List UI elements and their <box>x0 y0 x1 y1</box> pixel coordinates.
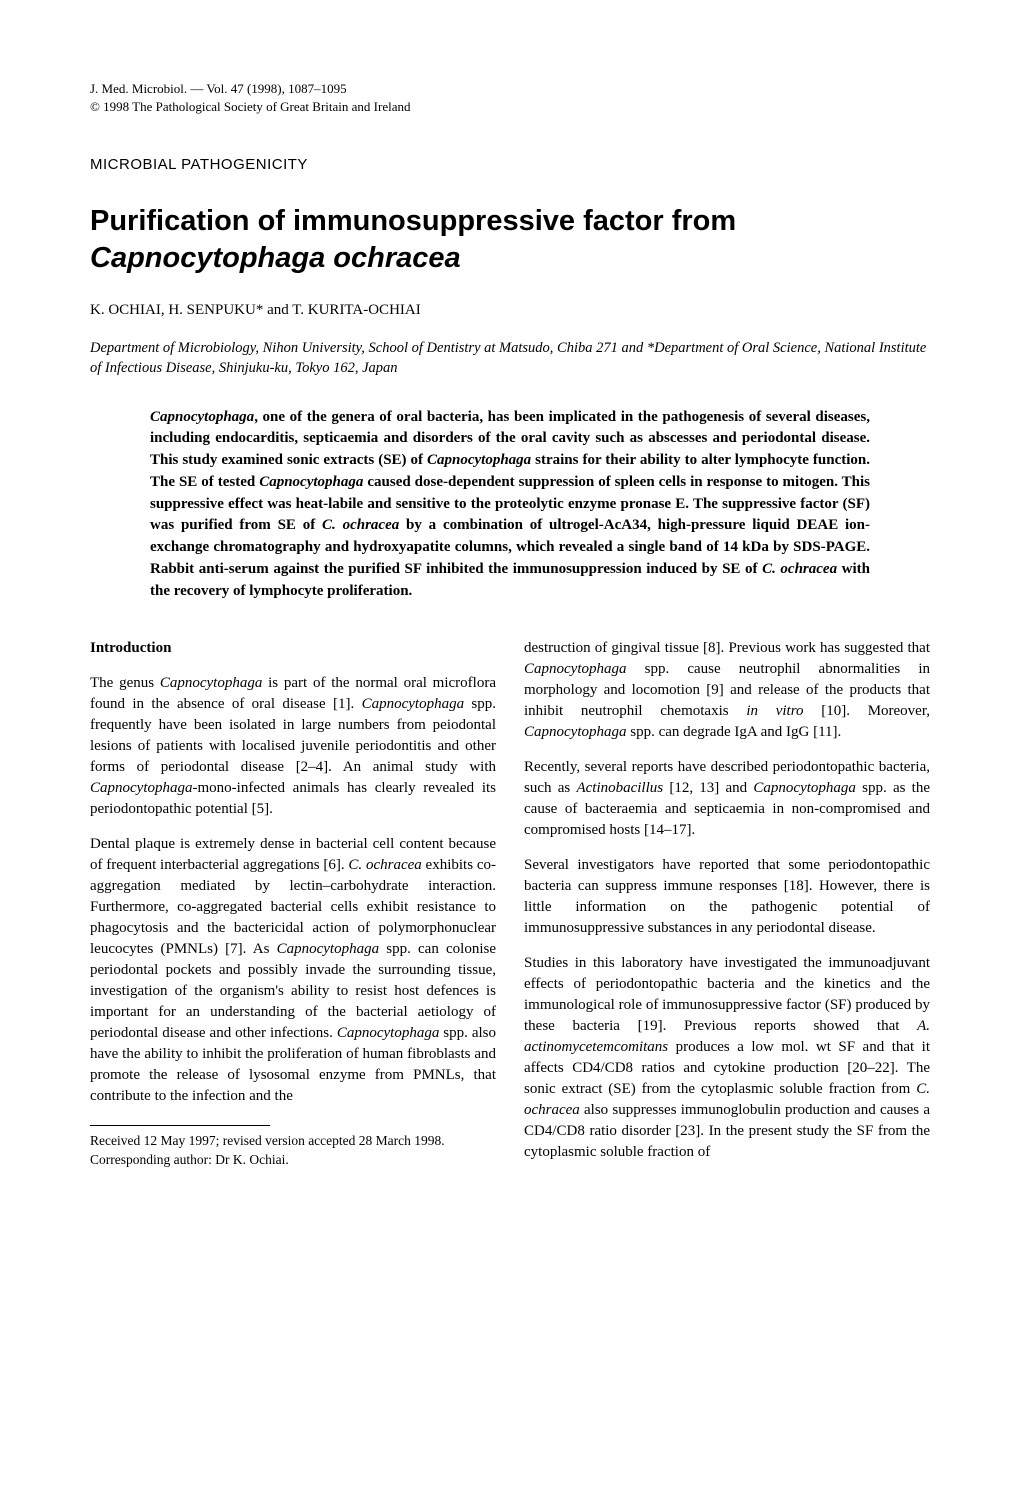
abstract-species-3: Capnocytophaga <box>259 474 363 490</box>
p1-species-1: Capnocytophaga <box>160 675 263 691</box>
rp1-text-4: spp. can degrade IgA and IgG [11]. <box>627 724 842 740</box>
journal-citation: J. Med. Microbiol. — Vol. 47 (1998), 108… <box>90 80 930 98</box>
rp1-italic-1: in vitro <box>746 703 803 719</box>
rp2-species-1: Actinobacillus <box>576 780 663 796</box>
p2-species-1: C. ochracea <box>348 857 421 873</box>
p1-species-3: Capnocytophaga <box>90 780 193 796</box>
abstract-species-4: C. ochracea <box>322 517 399 533</box>
p1-text-1: The genus <box>90 675 160 691</box>
journal-copyright: © 1998 The Pathological Society of Great… <box>90 98 930 116</box>
journal-header: J. Med. Microbiol. — Vol. 47 (1998), 108… <box>90 80 930 115</box>
intro-paragraph-2: Dental plaque is extremely dense in bact… <box>90 834 496 1107</box>
title-species: Capnocytophaga ochracea <box>90 242 461 274</box>
authors: K. OCHIAI, H. SENPUKU* and T. KURITA-OCH… <box>90 300 930 320</box>
rp1-text-1: destruction of gingival tissue [8]. Prev… <box>524 640 930 656</box>
footnote-corresponding: Corresponding author: Dr K. Ochiai. <box>90 1151 496 1169</box>
section-label: MICROBIAL PATHOGENICITY <box>90 155 930 175</box>
rp1-species-2: Capnocytophaga <box>524 724 627 740</box>
abstract-species-5: C. ochracea <box>762 561 837 577</box>
right-paragraph-3: Several investigators have reported that… <box>524 855 930 939</box>
footnote-received: Received 12 May 1997; revised version ac… <box>90 1132 496 1150</box>
abstract-species-1: Capnocytophaga <box>150 409 254 425</box>
rp1-text-3: [10]. Moreover, <box>804 703 931 719</box>
rp4-text-3: also suppresses immunoglobulin productio… <box>524 1102 930 1160</box>
right-paragraph-1: destruction of gingival tissue [8]. Prev… <box>524 638 930 743</box>
title-text: Purification of immunosuppressive factor… <box>90 205 736 237</box>
rp2-species-2: Capnocytophaga <box>753 780 856 796</box>
p2-species-3: Capnocytophaga <box>337 1025 440 1041</box>
intro-paragraph-1: The genus Capnocytophaga is part of the … <box>90 673 496 820</box>
rp1-species-1: Capnocytophaga <box>524 661 627 677</box>
right-paragraph-2: Recently, several reports have described… <box>524 757 930 841</box>
right-paragraph-4: Studies in this laboratory have investig… <box>524 953 930 1163</box>
abstract: Capnocytophaga, one of the genera of ora… <box>150 407 870 603</box>
affiliation: Department of Microbiology, Nihon Univer… <box>90 338 930 379</box>
left-column: Introduction The genus Capnocytophaga is… <box>90 638 496 1177</box>
p1-species-2: Capnocytophaga <box>362 696 465 712</box>
abstract-species-2: Capnocytophaga <box>427 452 531 468</box>
rp4-text-1: Studies in this laboratory have investig… <box>524 955 930 1034</box>
introduction-heading: Introduction <box>90 638 496 659</box>
right-column: destruction of gingival tissue [8]. Prev… <box>524 638 930 1177</box>
rp2-text-2: [12, 13] and <box>663 780 753 796</box>
p2-species-2: Capnocytophaga <box>277 941 380 957</box>
body-columns: Introduction The genus Capnocytophaga is… <box>90 638 930 1177</box>
article-title: Purification of immunosuppressive factor… <box>90 203 930 276</box>
footnote-divider <box>90 1125 270 1126</box>
